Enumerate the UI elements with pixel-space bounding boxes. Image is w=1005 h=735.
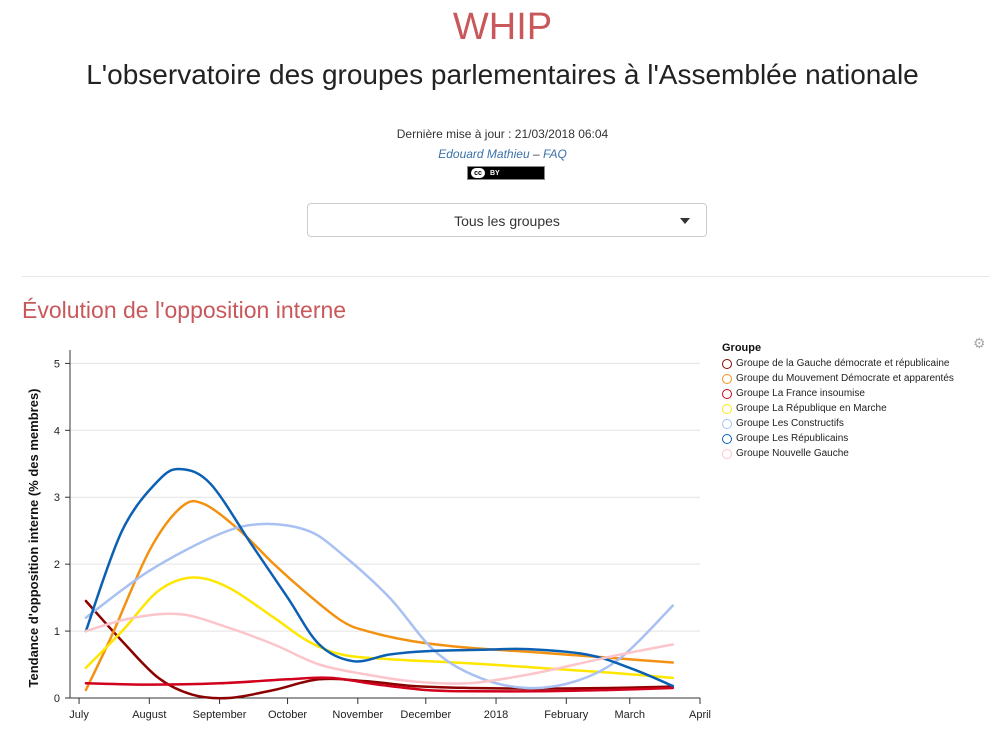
- series-line-2: [84, 676, 675, 693]
- legend-label: Groupe La République en Marche: [736, 403, 887, 414]
- chart-legend: Groupe Groupe de la Gauche démocrate et …: [722, 342, 954, 461]
- legend-item[interactable]: Groupe La République en Marche: [722, 401, 954, 416]
- y-tick-label: 4: [54, 425, 60, 437]
- series-line-6: [84, 612, 675, 685]
- legend-swatch: [722, 358, 732, 369]
- x-tick-label: April: [689, 709, 711, 721]
- legend-label: Groupe La France insoumise: [736, 388, 865, 399]
- y-tick-label: 2: [54, 559, 60, 571]
- author-link[interactable]: Edouard Mathieu: [438, 147, 530, 161]
- legend-item[interactable]: Groupe du Mouvement Démocrate et apparen…: [722, 371, 954, 386]
- cc-by-license-badge[interactable]: cc BY: [467, 166, 545, 180]
- legend-label: Groupe Les Constructifs: [736, 418, 844, 429]
- credits: Edouard Mathieu – FAQ: [0, 147, 1005, 161]
- axes: 0 1 2 3 4 5 July August September October November…: [54, 350, 711, 721]
- series-line-3: [84, 576, 675, 680]
- legend-swatch: [722, 418, 732, 429]
- x-tick-label: February: [544, 709, 589, 721]
- by-icon: BY: [490, 169, 500, 177]
- legend-swatch: [722, 388, 732, 399]
- site-title: WHIP: [452, 6, 553, 48]
- x-tick-label: August: [132, 709, 166, 721]
- cc-icon: cc: [471, 168, 485, 178]
- opposition-chart: 0 1 2 3 4 5 July August September October November…: [26, 350, 711, 721]
- credits-separator: –: [532, 147, 540, 161]
- x-tick-label: December: [400, 709, 451, 721]
- last-updated: Dernière mise à jour : 21/03/2018 06:04: [396, 127, 609, 141]
- legend-swatch: [722, 433, 732, 444]
- legend-swatch: [722, 403, 732, 414]
- x-tick-label: November: [332, 709, 383, 721]
- chevron-down-icon: [680, 218, 690, 224]
- legend-item[interactable]: Groupe Nouvelle Gauche: [722, 446, 954, 461]
- x-tick-label: October: [268, 709, 307, 721]
- legend-label: Groupe du Mouvement Démocrate et apparen…: [736, 373, 954, 384]
- legend-title: Groupe: [722, 342, 762, 354]
- site-subtitle: L'observatoire des groupes parlementaire…: [86, 59, 919, 90]
- legend-item[interactable]: Groupe Les Constructifs: [722, 416, 954, 431]
- y-tick-label: 1: [54, 626, 60, 638]
- legend-label: Groupe Les Républicains: [736, 433, 849, 444]
- group-select[interactable]: Tous les groupes: [307, 203, 707, 237]
- faq-link[interactable]: FAQ: [543, 147, 567, 161]
- legend-item[interactable]: Groupe de la Gauche démocrate et républi…: [722, 356, 954, 371]
- x-tick-label: July: [69, 709, 89, 721]
- x-tick-label: March: [614, 709, 645, 721]
- divider: [22, 276, 990, 277]
- x-tick-label: 2018: [484, 709, 508, 721]
- legend-swatch: [722, 373, 732, 384]
- legend-swatch: [722, 448, 732, 459]
- gear-icon[interactable]: ⚙: [973, 335, 986, 351]
- legend-item[interactable]: Groupe La France insoumise: [722, 386, 954, 401]
- legend-label: Groupe de la Gauche démocrate et républi…: [736, 358, 950, 369]
- series-line-4: [84, 522, 675, 690]
- series-line-1: [84, 499, 675, 692]
- y-axis-label: Tendance d'opposition interne (% des mem…: [26, 388, 41, 687]
- y-tick-label: 3: [54, 492, 60, 504]
- section-title: Évolution de l'opposition interne: [22, 297, 347, 323]
- series-line-5: [84, 467, 675, 688]
- group-select-value: Tous les groupes: [454, 213, 560, 229]
- legend-label: Groupe Nouvelle Gauche: [736, 448, 849, 459]
- y-tick-label: 5: [54, 358, 60, 370]
- x-tick-label: September: [193, 709, 247, 721]
- y-tick-label: 0: [54, 693, 60, 705]
- legend-item[interactable]: Groupe Les Républicains: [722, 431, 954, 446]
- grid: [70, 362, 700, 699]
- series-lines: [84, 467, 675, 700]
